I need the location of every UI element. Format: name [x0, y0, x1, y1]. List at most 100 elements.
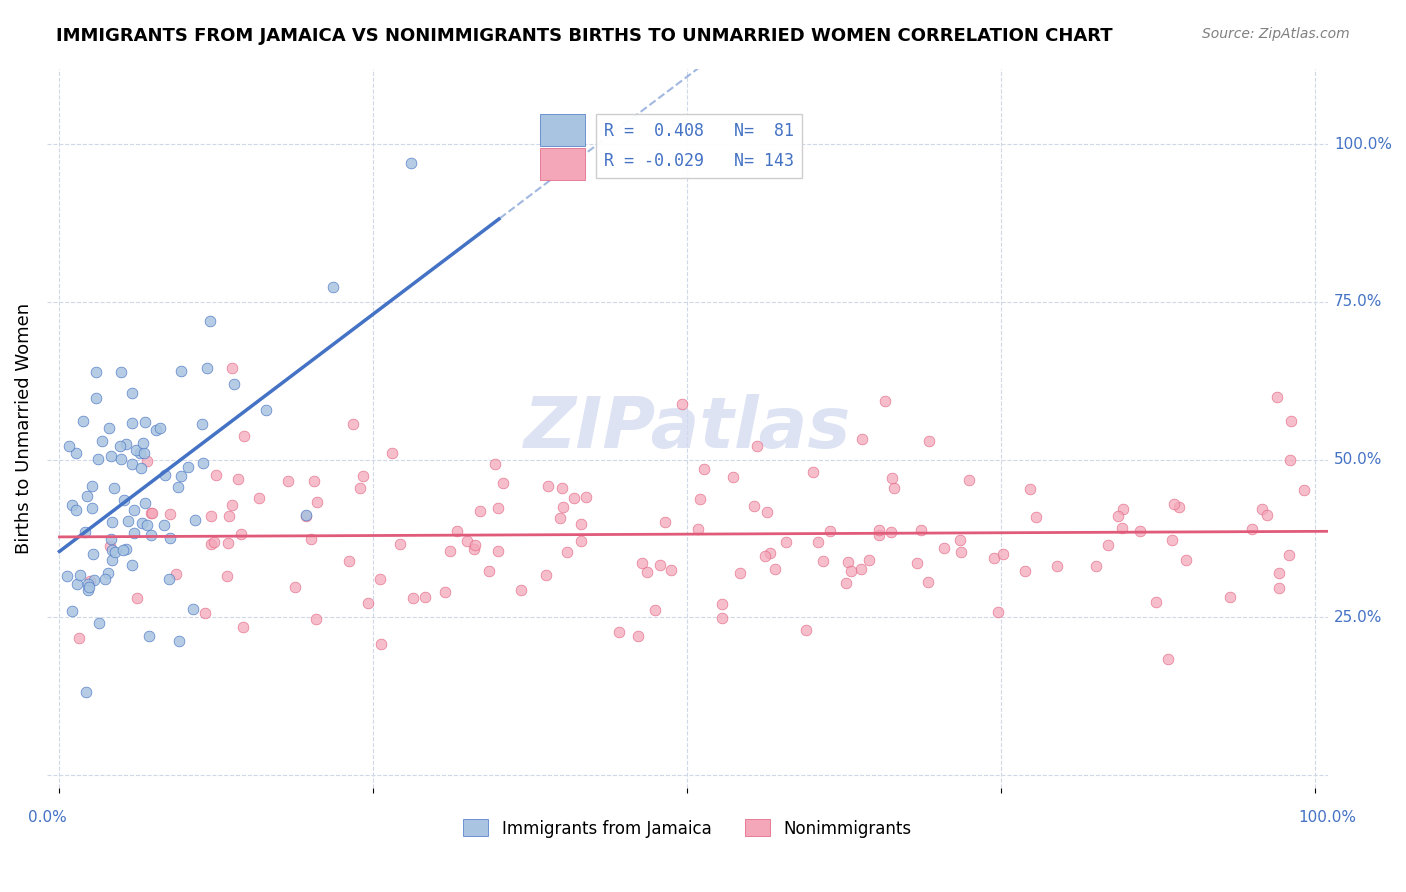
- Point: [65, 576, 87, 591]
- Point: [486, 544, 509, 558]
- Point: [1268, 566, 1291, 580]
- Point: [949, 533, 972, 547]
- Point: [86, 391, 108, 405]
- Point: [198, 314, 221, 328]
- Point: [153, 467, 176, 482]
- Point: [349, 481, 371, 495]
- Point: [917, 575, 939, 590]
- Point: [125, 442, 148, 457]
- Point: [1097, 538, 1119, 552]
- Point: [882, 470, 904, 484]
- Point: [65, 503, 87, 517]
- Point: [170, 469, 193, 483]
- Point: [744, 499, 766, 513]
- Point: [98, 539, 121, 553]
- Point: [277, 474, 299, 488]
- Point: [112, 493, 135, 508]
- Point: [553, 500, 575, 515]
- Point: [1241, 522, 1264, 536]
- Point: [110, 452, 132, 467]
- Point: [304, 475, 326, 489]
- Point: [693, 462, 716, 476]
- Point: [132, 446, 155, 460]
- Point: [759, 545, 782, 559]
- Point: [551, 481, 574, 495]
- Point: [399, 156, 422, 170]
- Point: [389, 537, 412, 551]
- Point: [218, 508, 240, 523]
- Point: [868, 528, 890, 542]
- Text: 25.0%: 25.0%: [1334, 610, 1382, 625]
- Text: 100.0%: 100.0%: [1334, 136, 1392, 152]
- Point: [200, 537, 222, 551]
- Point: [1278, 452, 1301, 467]
- Point: [932, 541, 955, 555]
- Point: [122, 525, 145, 540]
- Text: Source: ZipAtlas.com: Source: ZipAtlas.com: [1202, 27, 1350, 41]
- Point: [1268, 581, 1291, 595]
- Point: [446, 524, 468, 539]
- Point: [689, 492, 711, 507]
- Point: [80, 500, 103, 515]
- Point: [55, 569, 77, 583]
- Point: [121, 386, 143, 401]
- Point: [510, 583, 533, 598]
- Point: [949, 545, 972, 559]
- Point: [794, 623, 817, 637]
- Point: [873, 394, 896, 409]
- FancyBboxPatch shape: [540, 114, 585, 146]
- Legend: Immigrants from Jamaica, Nonimmigrants: Immigrants from Jamaica, Nonimmigrants: [457, 813, 918, 844]
- Point: [818, 524, 841, 539]
- Point: [849, 562, 872, 576]
- Point: [217, 536, 239, 550]
- Point: [167, 479, 190, 493]
- Point: [229, 527, 252, 541]
- Point: [883, 481, 905, 495]
- Point: [534, 568, 557, 582]
- Point: [1160, 533, 1182, 547]
- Point: [721, 470, 744, 484]
- Point: [72, 414, 94, 428]
- Point: [837, 555, 859, 569]
- Point: [97, 566, 120, 580]
- Point: [1292, 483, 1315, 497]
- Point: [1279, 414, 1302, 428]
- Point: [121, 416, 143, 430]
- Point: [217, 569, 239, 583]
- Point: [1129, 524, 1152, 539]
- Point: [82, 547, 104, 561]
- Point: [65, 446, 87, 460]
- Point: [811, 554, 834, 568]
- Point: [110, 365, 132, 379]
- Point: [537, 479, 560, 493]
- Point: [357, 596, 380, 610]
- Point: [184, 513, 207, 527]
- Point: [80, 479, 103, 493]
- Point: [1163, 497, 1185, 511]
- Point: [191, 417, 214, 432]
- Point: [115, 542, 138, 557]
- Point: [77, 582, 100, 597]
- Point: [139, 528, 162, 542]
- Point: [991, 547, 1014, 561]
- Point: [569, 517, 592, 532]
- Point: [232, 620, 254, 634]
- Point: [295, 508, 318, 523]
- Point: [79, 574, 101, 588]
- Point: [456, 534, 478, 549]
- Point: [77, 576, 100, 591]
- Point: [153, 517, 176, 532]
- Point: [1025, 509, 1047, 524]
- Point: [1046, 558, 1069, 573]
- Point: [1256, 508, 1278, 522]
- Point: [93, 572, 115, 586]
- Point: [868, 523, 890, 537]
- Point: [165, 567, 187, 582]
- Point: [630, 556, 652, 570]
- Point: [644, 602, 666, 616]
- Point: [880, 524, 903, 539]
- Point: [79, 580, 101, 594]
- Point: [905, 556, 928, 570]
- Point: [141, 507, 163, 521]
- Point: [801, 466, 824, 480]
